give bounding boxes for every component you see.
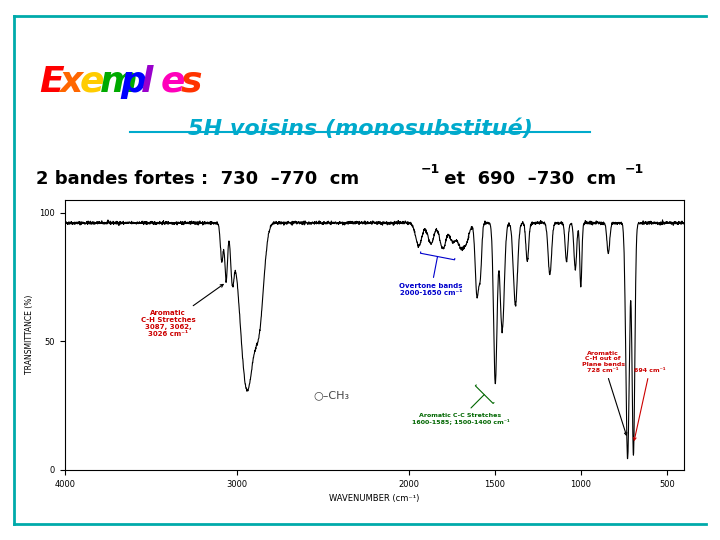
Text: −1: −1	[625, 163, 644, 176]
Text: Overtone bands
2000-1650 cm⁻¹: Overtone bands 2000-1650 cm⁻¹	[400, 252, 463, 296]
Text: 5H voisins (monosubstitué): 5H voisins (monosubstitué)	[188, 119, 532, 139]
Text: Aromatic C-C Stretches
1600-1585; 1500-1400 cm⁻¹: Aromatic C-C Stretches 1600-1585; 1500-1…	[412, 385, 509, 424]
Text: E: E	[40, 65, 64, 99]
Text: et  690  –730  cm: et 690 –730 cm	[438, 170, 616, 188]
Text: e: e	[161, 65, 185, 99]
Text: x: x	[60, 65, 83, 99]
Text: −1: −1	[421, 163, 441, 176]
X-axis label: WAVENUMBER (cm⁻¹): WAVENUMBER (cm⁻¹)	[329, 494, 420, 503]
Y-axis label: TRANSMITTANCE (%): TRANSMITTANCE (%)	[24, 295, 34, 374]
Text: p: p	[120, 65, 146, 99]
Text: m: m	[100, 65, 138, 99]
Text: Aromatic
C-H out of
Plane bends
728 cm⁻¹: Aromatic C-H out of Plane bends 728 cm⁻¹	[582, 350, 627, 435]
Text: ○–CH₃: ○–CH₃	[313, 390, 349, 400]
Text: 694 cm⁻¹: 694 cm⁻¹	[634, 368, 665, 440]
Text: 2 bandes fortes :  730  –770  cm: 2 bandes fortes : 730 –770 cm	[36, 170, 359, 188]
Text: e: e	[80, 65, 104, 99]
Text: s: s	[181, 65, 202, 99]
Text: l: l	[140, 65, 153, 99]
Text: Aromatic
C-H Stretches
3087, 3062,
3026 cm⁻¹: Aromatic C-H Stretches 3087, 3062, 3026 …	[140, 285, 223, 337]
